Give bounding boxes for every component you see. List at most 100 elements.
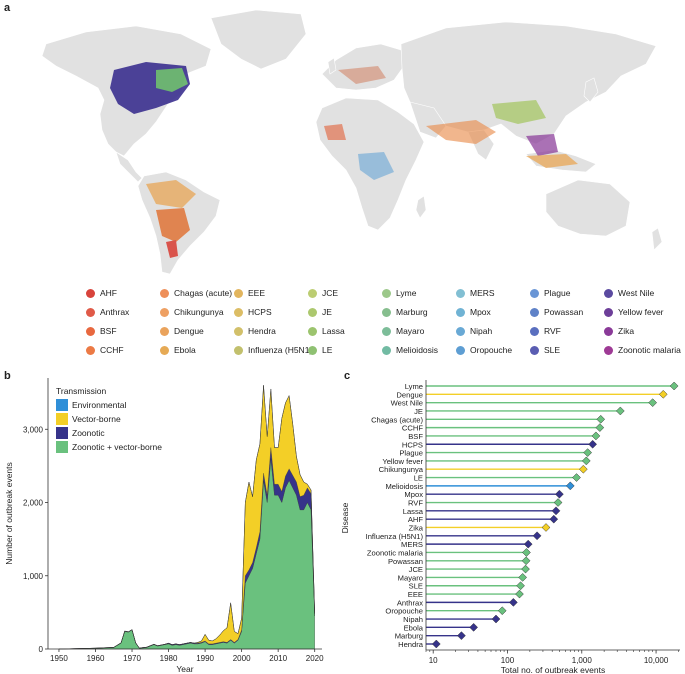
legend-swatch [56, 399, 68, 411]
legend-color-dot [530, 288, 539, 298]
legend-label: AHF [100, 288, 117, 298]
map-legend-item: Ebola [160, 345, 196, 355]
legend-swatch [56, 413, 68, 425]
map-outbreak-clusters [110, 62, 578, 258]
lollipop-marker [595, 423, 605, 432]
legend-label: Lassa [322, 326, 345, 336]
lollipop-marker [497, 606, 507, 616]
legend-label: Nipah [470, 326, 493, 336]
disease-label: Powassan [388, 557, 423, 566]
world-outbreak-map [41, 9, 663, 275]
legend-label: Chikungunya [174, 307, 224, 317]
disease-label: Hendra [398, 640, 424, 649]
map-legend: AHF Anthrax BSF CCHF Chagas (acute) Chikungun… [86, 288, 681, 368]
map-legend-item: Marburg [382, 307, 428, 317]
legend-label: Lyme [396, 288, 417, 298]
legend-color-dot [456, 345, 465, 355]
x-tick-label: 1960 [87, 654, 105, 663]
map-legend-item: Zika [604, 326, 634, 336]
lollipop-marker [669, 381, 679, 391]
disease-label: SLE [409, 582, 423, 591]
map-land [41, 9, 663, 275]
disease-label: Influenza (H5N1) [366, 532, 424, 541]
map-legend-item: CCHF [86, 345, 124, 355]
map-legend-item: Lassa [308, 326, 345, 336]
lollipop-marker [572, 473, 581, 482]
legend-label: Zoonotic [72, 428, 105, 438]
lollipop-marker [591, 431, 601, 441]
legend-color-dot [530, 345, 539, 355]
y-tick-label: 2,000 [23, 499, 44, 508]
x-tick-label: 1950 [50, 654, 68, 663]
lollipop-marker [516, 581, 525, 591]
legend-label: Oropouche [470, 345, 513, 355]
disease-label: Yellow fever [382, 457, 423, 466]
transmission-legend: Transmission Environmental Vector-borne Zoo… [56, 386, 162, 453]
map-legend-item: EEE [234, 288, 265, 298]
legend-color-dot [456, 307, 465, 317]
legend-color-dot [160, 307, 169, 317]
legend-color-dot [604, 288, 613, 298]
disease-label: JE [414, 407, 423, 416]
lollipop-marker [555, 489, 564, 499]
disease-label: RVF [408, 499, 423, 508]
disease-label: EEE [408, 590, 423, 599]
legend-color-dot [382, 288, 391, 298]
disease-label: CCHF [402, 424, 423, 433]
map-legend-item: Chikungunya [160, 307, 224, 317]
map-legend-item: HCPS [234, 307, 272, 317]
x-tick-label: 100 [501, 656, 515, 665]
legend-label: Yellow fever [618, 307, 664, 317]
legend-label: BSF [100, 326, 117, 336]
map-legend-item: JE [308, 307, 332, 317]
disease-label: West Nile [391, 399, 423, 408]
disease-label: Chagas (acute) [371, 415, 423, 424]
lollipop-marker [521, 564, 530, 574]
legend-label: Marburg [396, 307, 428, 317]
lollipop-marker [431, 639, 441, 649]
legend-color-dot [86, 307, 95, 317]
disease-label: Anthrax [397, 598, 423, 607]
legend-swatch [56, 441, 68, 453]
map-legend-item: Anthrax [86, 307, 129, 317]
disease-label: Zoonotic malaria [367, 548, 424, 557]
y-axis-label: Disease [340, 502, 350, 533]
disease-label: LE [414, 474, 423, 483]
x-tick-label: 2010 [269, 654, 287, 663]
lollipop-marker [578, 464, 588, 474]
map-legend-item: Dengue [160, 326, 204, 336]
x-axis-label: Total no. of outbreak events [501, 665, 605, 674]
x-axis-label: Year [176, 664, 193, 674]
x-tick-label: 10 [429, 656, 438, 665]
legend-label: Mpox [470, 307, 491, 317]
legend-label: Dengue [174, 326, 204, 336]
legend-color-dot [308, 288, 317, 298]
legend-label: Hendra [248, 326, 276, 336]
lollipop-marker [532, 531, 542, 541]
lollipop-marker [615, 406, 625, 416]
legend-title: Transmission [56, 386, 106, 396]
disease-label: Mpox [404, 490, 423, 499]
disease-label: Plague [399, 449, 423, 458]
lollipop-marker [583, 448, 593, 457]
lollipop-marker [596, 414, 606, 424]
legend-label: SLE [544, 345, 561, 355]
map-legend-item: Nipah [456, 326, 492, 336]
disease-label: Zika [409, 523, 424, 532]
map-legend-item: JCE [308, 288, 338, 298]
panel-letter-a: a [4, 2, 11, 14]
y-tick-label: 0 [39, 645, 44, 654]
legend-color-dot [86, 326, 95, 336]
lollipop-marker [581, 456, 591, 466]
disease-label: JCE [409, 565, 423, 574]
disease-label: Nipah [403, 615, 423, 624]
lollipop-marker [648, 398, 658, 407]
disease-label: BSF [408, 432, 423, 441]
lollipop-marker [523, 539, 533, 549]
disease-label: Chikungunya [379, 465, 424, 474]
map-legend-item: Powassan [530, 307, 583, 317]
legend-label: CCHF [100, 345, 124, 355]
legend-label: HCPS [248, 307, 272, 317]
legend-color-dot [382, 326, 391, 336]
legend-color-dot [160, 326, 169, 336]
